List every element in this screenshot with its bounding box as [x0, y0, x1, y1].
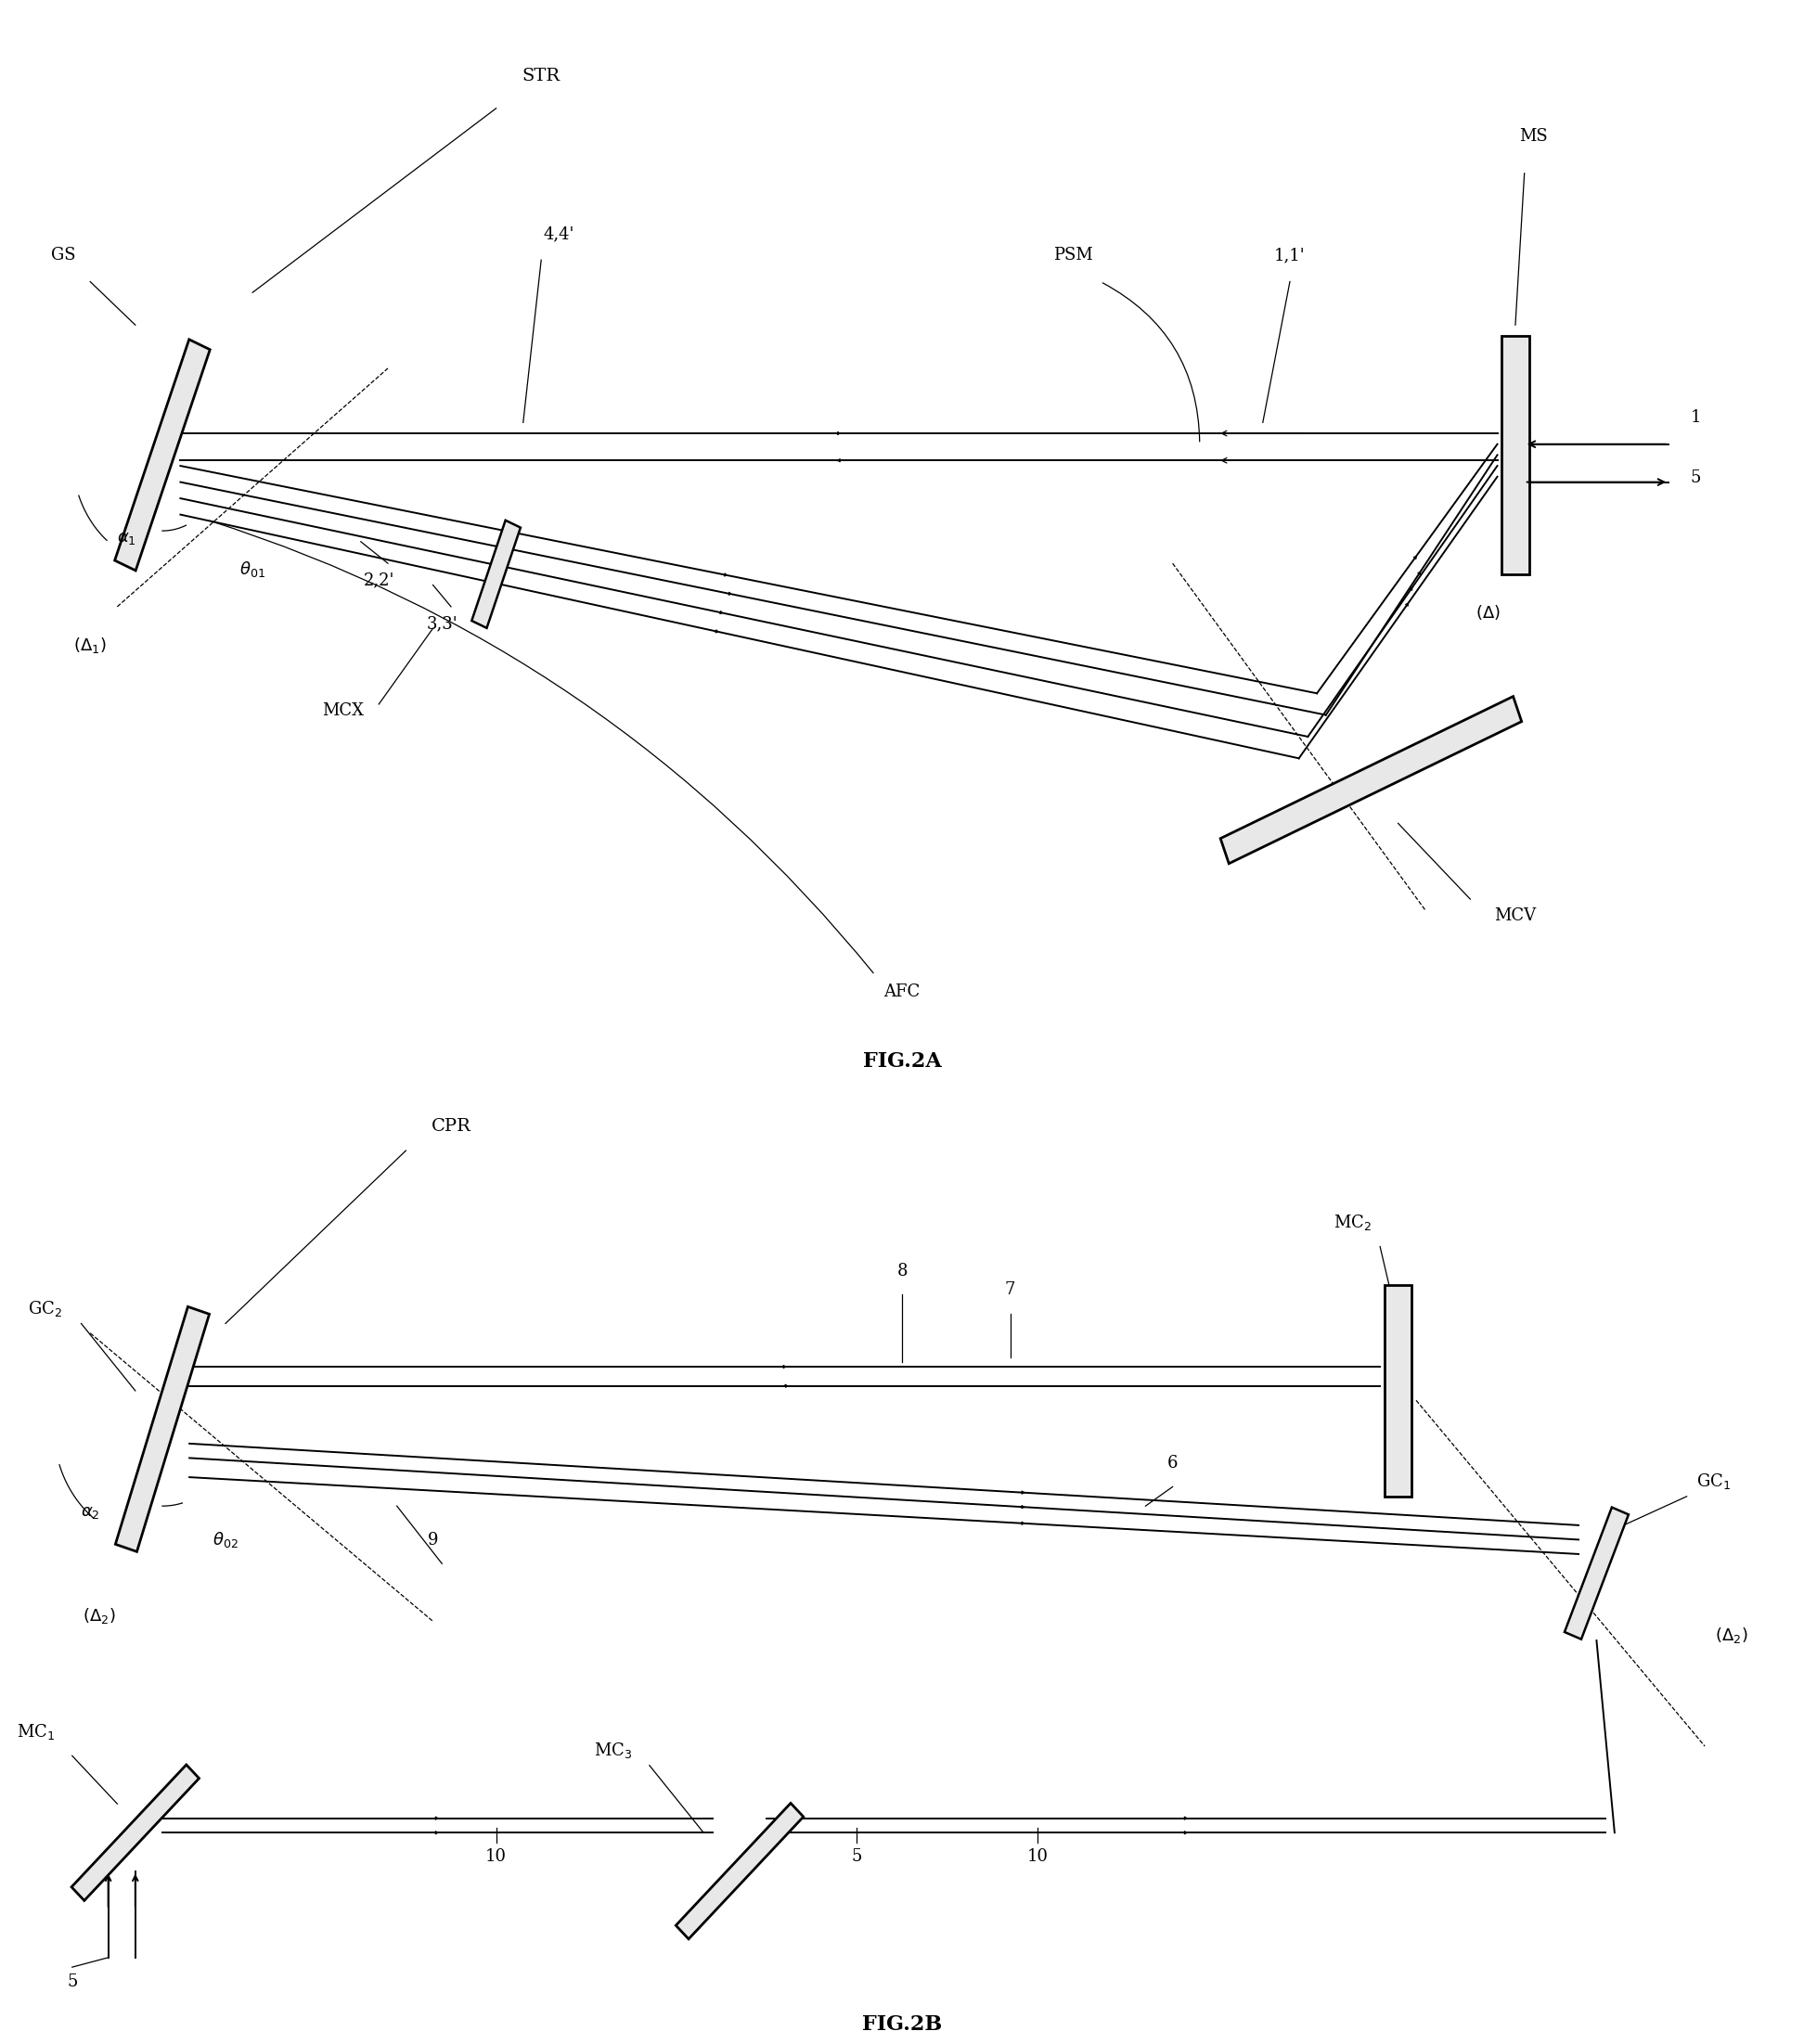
Text: 1,1': 1,1'	[1274, 247, 1306, 264]
Text: 5: 5	[1690, 468, 1701, 486]
Polygon shape	[1501, 335, 1530, 574]
Text: $\alpha_2$: $\alpha_2$	[81, 1504, 99, 1521]
Text: GC$_1$: GC$_1$	[1696, 1472, 1732, 1492]
Polygon shape	[72, 1764, 198, 1901]
Text: GC$_2$: GC$_2$	[27, 1300, 63, 1318]
Text: $\alpha_1$: $\alpha_1$	[117, 529, 135, 546]
Polygon shape	[115, 339, 209, 570]
Text: MC$_2$: MC$_2$	[1333, 1212, 1373, 1233]
Text: MC$_3$: MC$_3$	[594, 1741, 633, 1760]
Text: 8: 8	[897, 1263, 907, 1280]
Text: $\theta_{02}$: $\theta_{02}$	[213, 1529, 238, 1549]
Text: 10: 10	[485, 1848, 507, 1866]
Text: 9: 9	[428, 1531, 438, 1547]
Text: $\theta_{01}$: $\theta_{01}$	[240, 560, 265, 578]
Text: MS: MS	[1519, 129, 1548, 145]
Text: 3,3': 3,3'	[426, 615, 458, 632]
Text: 5: 5	[851, 1848, 862, 1866]
Text: AFC: AFC	[884, 983, 920, 1000]
Text: 2,2': 2,2'	[363, 572, 395, 589]
Text: MC$_1$: MC$_1$	[16, 1721, 56, 1741]
Polygon shape	[1221, 697, 1521, 863]
Text: STR: STR	[521, 67, 561, 84]
Text: CPR: CPR	[431, 1118, 471, 1134]
Text: MCV: MCV	[1494, 908, 1537, 924]
Text: 5: 5	[67, 1972, 78, 1991]
Text: $(\Delta_2)$: $(\Delta_2)$	[83, 1607, 115, 1625]
Text: MCX: MCX	[321, 701, 364, 719]
Text: $(\Delta_1)$: $(\Delta_1)$	[74, 636, 106, 654]
Polygon shape	[676, 1803, 803, 1940]
Text: 4,4': 4,4'	[543, 225, 575, 241]
Text: $(\Delta)$: $(\Delta)$	[1476, 603, 1501, 621]
Text: 1: 1	[1690, 409, 1701, 427]
Text: 6: 6	[1167, 1455, 1178, 1472]
Text: FIG.2A: FIG.2A	[862, 1051, 942, 1071]
Polygon shape	[115, 1306, 209, 1551]
Text: $(\Delta_2)$: $(\Delta_2)$	[1716, 1625, 1748, 1645]
Polygon shape	[1385, 1286, 1411, 1496]
Polygon shape	[471, 521, 521, 628]
Polygon shape	[1564, 1506, 1629, 1639]
Text: 7: 7	[1005, 1282, 1016, 1298]
Text: 10: 10	[1026, 1848, 1048, 1866]
Text: GS: GS	[51, 247, 76, 264]
Text: FIG.2B: FIG.2B	[862, 2015, 942, 2036]
Text: PSM: PSM	[1054, 247, 1093, 264]
